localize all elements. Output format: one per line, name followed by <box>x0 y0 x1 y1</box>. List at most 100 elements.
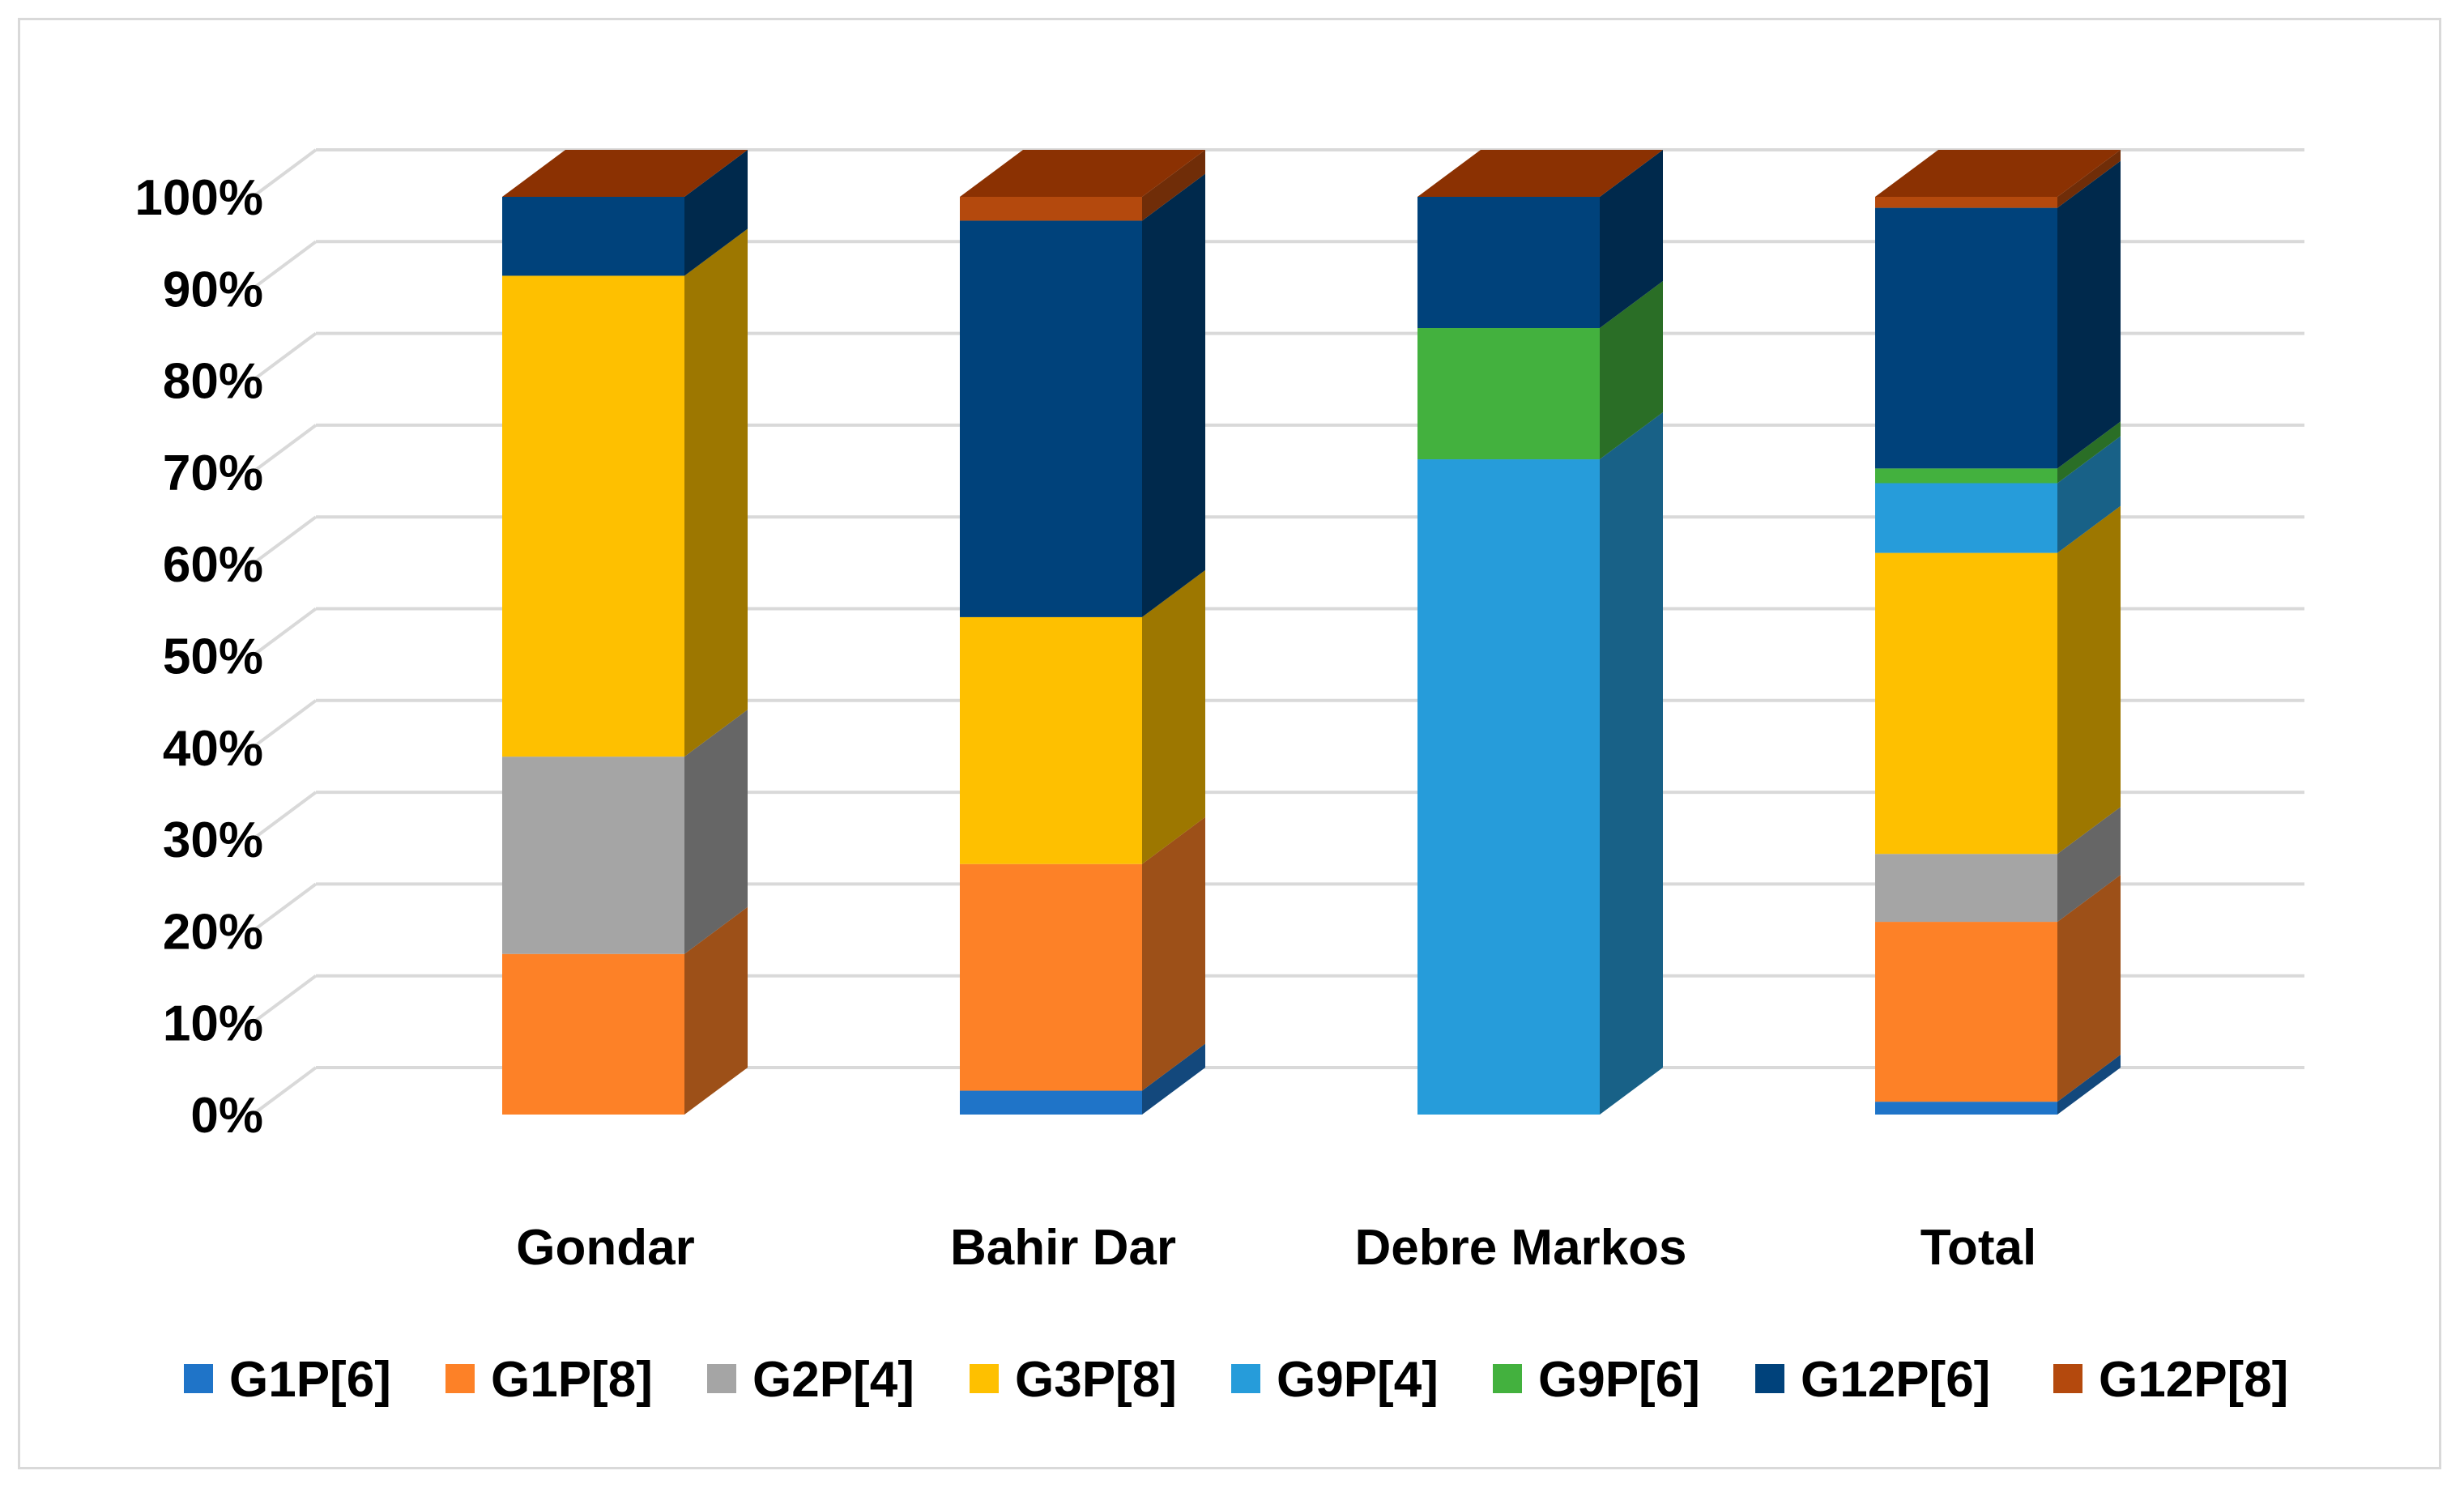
legend: G1P[6] G1P[8] G2P[4] G3P[8] G9P[4] G9P[6] G12P… <box>184 1352 2288 1408</box>
bar-segment-side <box>1142 150 1205 221</box>
bar-segment-front <box>502 197 684 276</box>
bar-segment-front <box>960 197 1142 221</box>
legend-swatch <box>1755 1364 1784 1393</box>
bar-segment-front <box>502 757 684 954</box>
bar-segment-front <box>1875 207 2057 469</box>
bar-segment-front <box>1417 197 1600 329</box>
bar-segment-side <box>2057 807 2121 923</box>
legend-item: G1P[8] <box>445 1352 653 1408</box>
bar-segment-side <box>2057 150 2121 208</box>
legend-label: G3P[8] <box>1015 1352 1177 1408</box>
x-tick-label: Gondar <box>516 1220 694 1276</box>
legend-label: G12P[6] <box>1801 1352 1990 1408</box>
legend-label: G1P[8] <box>491 1352 653 1408</box>
y-tick-label: 60% <box>163 537 263 593</box>
bar-segment-front <box>1875 854 2057 923</box>
legend-swatch <box>1231 1364 1260 1393</box>
gridline-floor-edge <box>251 424 318 474</box>
bar-segment-side <box>684 906 748 1115</box>
bar-top-face <box>1875 150 2121 197</box>
bar-segment-side <box>684 710 748 954</box>
gridline-floor-edge <box>251 515 318 565</box>
bar-segment-side <box>1142 1043 1205 1115</box>
bar-segment-front <box>960 1090 1142 1115</box>
bar-segment-front <box>502 953 684 1115</box>
y-tick-label: 50% <box>163 629 263 685</box>
y-tick-label: 100% <box>134 170 263 226</box>
bar-segment-front <box>1875 468 2057 484</box>
x-axis-labels: Gondar Bahir Dar Debre Markos Total <box>516 1220 2036 1276</box>
bar-segment-front <box>960 616 1142 864</box>
gridline-floor-edge <box>251 1066 318 1116</box>
y-axis-ticks: 0% 10% 20% 30% 40% 50% 60% 70% 80% 90% 100% <box>134 170 263 1144</box>
gridline-floor-edge <box>251 331 318 382</box>
legend-item: G1P[6] <box>184 1352 391 1408</box>
y-tick-label: 80% <box>163 354 263 410</box>
legend-swatch <box>707 1364 736 1393</box>
bar-segment-side <box>2057 421 2121 484</box>
legend-swatch <box>445 1364 475 1393</box>
legend-item: G3P[8] <box>970 1352 1177 1408</box>
legend-swatch <box>184 1364 213 1393</box>
x-tick-label: Bahir Dar <box>950 1220 1176 1276</box>
bar-segment-side <box>2057 436 2121 553</box>
legend-item: G2P[4] <box>707 1352 914 1408</box>
stacked-bar-chart: 0% 10% 20% 30% 40% 50% 60% 70% 80% 90% 100% Gondar… <box>134 148 2304 1408</box>
bar-segment-front <box>1875 922 2057 1102</box>
bar-debre-markos <box>1417 150 1663 1115</box>
bar-segment-front <box>502 275 684 757</box>
bar-segment-side <box>2057 1055 2121 1115</box>
gridline-floor-edge <box>251 882 318 933</box>
legend-swatch <box>1493 1364 1522 1393</box>
bar-segment-side <box>1600 150 1663 329</box>
bar-bahir-dar <box>960 150 1205 1115</box>
legend-swatch <box>970 1364 999 1393</box>
legend-item: G9P[6] <box>1493 1352 1700 1408</box>
bar-top-face <box>502 150 748 197</box>
bar-top-face <box>960 150 1205 197</box>
bar-total <box>1875 150 2121 1115</box>
bar-top-face <box>1417 150 1663 197</box>
gridline-floor-edge <box>251 791 318 841</box>
bar-segment-side <box>1142 173 1205 617</box>
gridline-floor-edge <box>251 240 318 290</box>
y-tick-label: 40% <box>163 721 263 777</box>
x-tick-label: Debre Markos <box>1354 1220 1686 1276</box>
bar-segment-front <box>1875 552 2057 855</box>
y-tick-label: 10% <box>163 996 263 1052</box>
bar-segment-front <box>1875 483 2057 553</box>
y-tick-label: 30% <box>163 812 263 868</box>
bar-segment-side <box>684 150 748 276</box>
bar-segment-side <box>1142 816 1205 1091</box>
chart-frame: 0% 10% 20% 30% 40% 50% 60% 70% 80% 90% 100% Gondar… <box>18 18 2441 1469</box>
legend-item: G12P[8] <box>2053 1352 2288 1408</box>
gridline-floor-edge <box>251 148 318 198</box>
bar-segment-side <box>1142 569 1205 864</box>
legend-swatch <box>2053 1364 2082 1393</box>
bar-segment-front <box>1875 1102 2057 1115</box>
bar-segment-side <box>2057 505 2121 855</box>
gridline-floor-edge <box>251 699 318 749</box>
legend-item: G12P[6] <box>1755 1352 1990 1408</box>
legend-label: G2P[4] <box>752 1352 914 1408</box>
bar-segment-side <box>1600 281 1663 460</box>
bar-segment-front <box>1417 328 1600 460</box>
y-tick-label: 20% <box>163 904 263 960</box>
bar-segment-side <box>2057 875 2121 1102</box>
bar-segment-front <box>1875 197 2057 208</box>
gridline-floor-edge <box>251 974 318 1025</box>
gridline-floor-edge <box>251 607 318 658</box>
y-tick-label: 70% <box>163 445 263 501</box>
bar-gondar <box>502 150 748 1115</box>
y-tick-label: 90% <box>163 262 263 318</box>
bar-segment-side <box>684 228 748 757</box>
bar-segment-front <box>1417 459 1600 1115</box>
legend-label: G12P[8] <box>2099 1352 2288 1408</box>
bar-segment-side <box>1600 412 1663 1115</box>
legend-label: G9P[4] <box>1277 1352 1439 1408</box>
bar-segment-front <box>960 863 1142 1091</box>
bar-segment-side <box>2057 160 2121 469</box>
legend-label: G9P[6] <box>1538 1352 1700 1408</box>
legend-item: G9P[4] <box>1231 1352 1439 1408</box>
x-tick-label: Total <box>1920 1220 2037 1276</box>
